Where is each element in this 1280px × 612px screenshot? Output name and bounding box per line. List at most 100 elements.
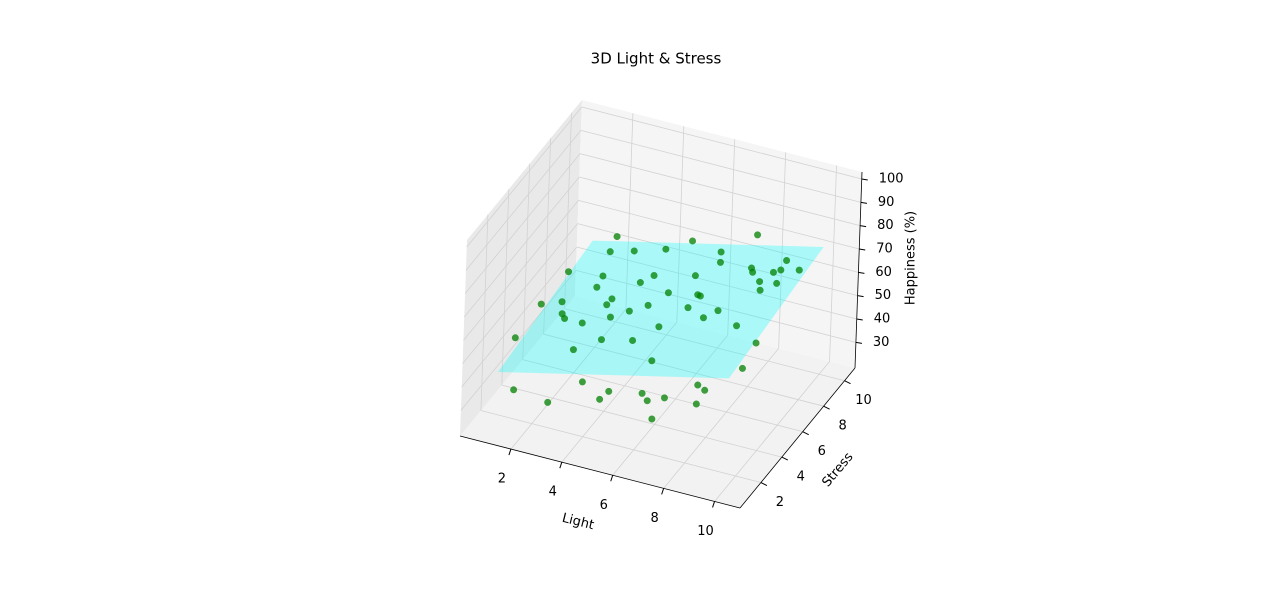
tick-mark	[712, 501, 716, 508]
point	[701, 386, 709, 394]
tick-mark	[610, 475, 614, 482]
point	[769, 268, 777, 276]
grid-line	[581, 106, 862, 180]
grid-line	[564, 308, 845, 382]
point	[593, 283, 601, 291]
point	[537, 300, 545, 308]
grid-line	[576, 246, 857, 320]
grid-line	[578, 199, 859, 273]
point	[606, 248, 614, 256]
grid-line	[543, 333, 824, 407]
point	[738, 364, 746, 372]
point	[694, 381, 702, 389]
point	[733, 322, 741, 330]
grid-line	[464, 153, 581, 294]
point	[655, 323, 663, 331]
point	[644, 301, 652, 309]
y-tick-label: 8	[838, 419, 846, 434]
z-axis-label: Happiness (%)	[904, 211, 919, 305]
point	[606, 313, 614, 321]
floor-pane	[460, 296, 855, 508]
point	[630, 247, 638, 255]
point	[643, 397, 651, 405]
point	[625, 307, 633, 315]
grid-line	[579, 153, 861, 227]
point	[664, 289, 672, 297]
point	[748, 264, 756, 272]
z-tick-label: 90	[878, 195, 895, 210]
grid-line	[663, 348, 779, 489]
point	[605, 387, 613, 395]
grid-line	[480, 410, 762, 483]
grid-line	[676, 126, 685, 323]
tick-mark	[861, 178, 868, 181]
grid-line	[564, 112, 572, 309]
tick-mark	[859, 248, 866, 251]
x-tick-label: 2	[498, 472, 506, 487]
grid-line	[829, 165, 837, 362]
x-tick-label: 4	[549, 485, 557, 500]
y-tick-label: 2	[776, 495, 784, 510]
y-tick-label: 4	[797, 470, 805, 485]
grid-line	[543, 138, 552, 335]
grid-line	[461, 246, 578, 388]
grid-line	[625, 113, 634, 310]
marks	[497, 231, 824, 423]
point	[660, 394, 668, 402]
point	[692, 400, 700, 408]
z-tick-label: 60	[875, 265, 892, 280]
point	[596, 395, 604, 403]
point	[795, 266, 803, 274]
z-tick-label: 100	[879, 172, 904, 187]
grid-line	[510, 308, 627, 450]
tick-mark	[856, 318, 863, 321]
grid-line	[466, 106, 583, 248]
z-tick-label: 80	[877, 218, 894, 233]
x-axis-line	[459, 435, 741, 509]
point	[599, 272, 607, 280]
grid-line	[522, 163, 531, 360]
point	[578, 319, 586, 327]
grid-line	[462, 223, 578, 364]
point	[569, 346, 577, 354]
point	[752, 339, 760, 347]
tick-mark	[508, 448, 512, 456]
point	[558, 298, 566, 306]
chart-title: 3D Light & Stress	[591, 50, 722, 68]
point	[511, 334, 519, 342]
x-tick-label: 8	[650, 511, 658, 526]
x-tick-label: 10	[697, 524, 714, 539]
grid-line	[778, 152, 787, 349]
grid-line	[612, 335, 729, 476]
x-tick-label: 6	[600, 498, 608, 513]
point	[716, 258, 724, 266]
point	[558, 310, 566, 318]
point	[754, 231, 762, 239]
tick-mark	[760, 482, 768, 486]
point	[717, 248, 725, 256]
back-pane	[575, 100, 862, 368]
tick-mark	[823, 405, 830, 410]
point	[699, 314, 707, 322]
grid-line	[501, 189, 510, 386]
point	[608, 295, 616, 303]
point	[773, 279, 781, 287]
point	[662, 245, 670, 253]
tick-mark	[559, 462, 563, 469]
tick-mark	[860, 225, 867, 228]
point	[565, 268, 573, 276]
grid-line	[465, 130, 582, 271]
point	[636, 279, 644, 287]
point	[597, 336, 605, 344]
tick-mark	[781, 456, 789, 461]
grid-line	[463, 200, 579, 341]
grid-line	[480, 214, 489, 411]
tick-mark	[858, 271, 865, 274]
point	[603, 301, 611, 309]
point	[638, 389, 646, 397]
grid-line	[575, 269, 857, 343]
grid-line	[463, 176, 580, 318]
z-axis-line	[854, 171, 863, 369]
